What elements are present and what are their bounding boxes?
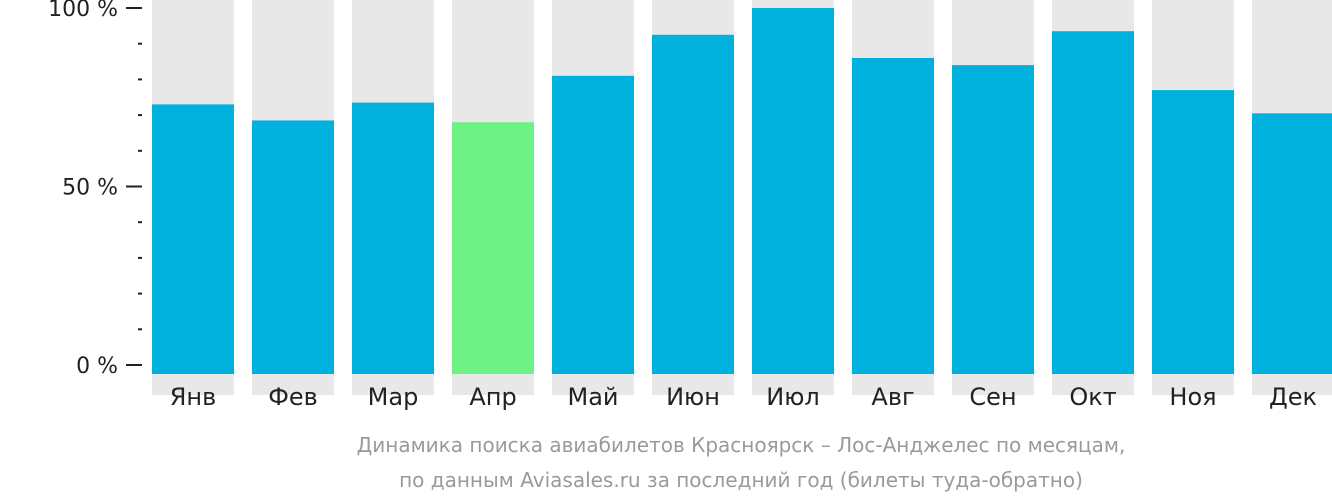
bar — [752, 8, 834, 374]
bar — [652, 34, 734, 375]
bar — [552, 75, 634, 374]
x-category-label: Фев — [268, 383, 318, 411]
x-category-label: Июн — [666, 383, 720, 411]
x-category-label: Сен — [969, 383, 1016, 411]
y-axis: 0 % 50 % 100 % — [48, 0, 142, 379]
x-category-label: Ноя — [1169, 383, 1216, 411]
bar-chart: 0 % 50 % 100 % Янв Фев Мар Апр Май Июн Июл Авг Сен… — [48, 0, 1332, 411]
x-axis-labels: Янв Фев Мар Апр Май Июн Июл Авг Сен Окт Ноя Дек — [170, 383, 1317, 411]
x-category-label: Янв — [170, 383, 217, 411]
bar — [1152, 90, 1234, 375]
bars — [152, 0, 1332, 395]
x-category-label: Май — [567, 383, 618, 411]
x-category-label: Апр — [469, 383, 516, 411]
bar — [1252, 113, 1332, 374]
bar — [852, 57, 934, 374]
x-category-label: Мар — [368, 383, 419, 411]
bar — [152, 104, 234, 374]
chart-caption-line-1: Динамика поиска авиабилетов Красноярск –… — [356, 433, 1126, 457]
bar — [1052, 31, 1134, 375]
y-tick-label: 100 % — [48, 0, 118, 22]
chart-caption-line-2: по данным Aviasales.ru за последний год … — [399, 468, 1083, 492]
x-category-label: Дек — [1269, 383, 1317, 411]
bar — [252, 120, 334, 374]
bar — [352, 102, 434, 374]
y-tick-label: 50 % — [62, 176, 118, 201]
y-tick-label: 0 % — [76, 354, 118, 379]
x-category-label: Июл — [766, 383, 820, 411]
bar — [952, 65, 1034, 375]
bar — [452, 122, 534, 375]
x-category-label: Окт — [1069, 383, 1116, 411]
x-category-label: Авг — [871, 383, 914, 411]
